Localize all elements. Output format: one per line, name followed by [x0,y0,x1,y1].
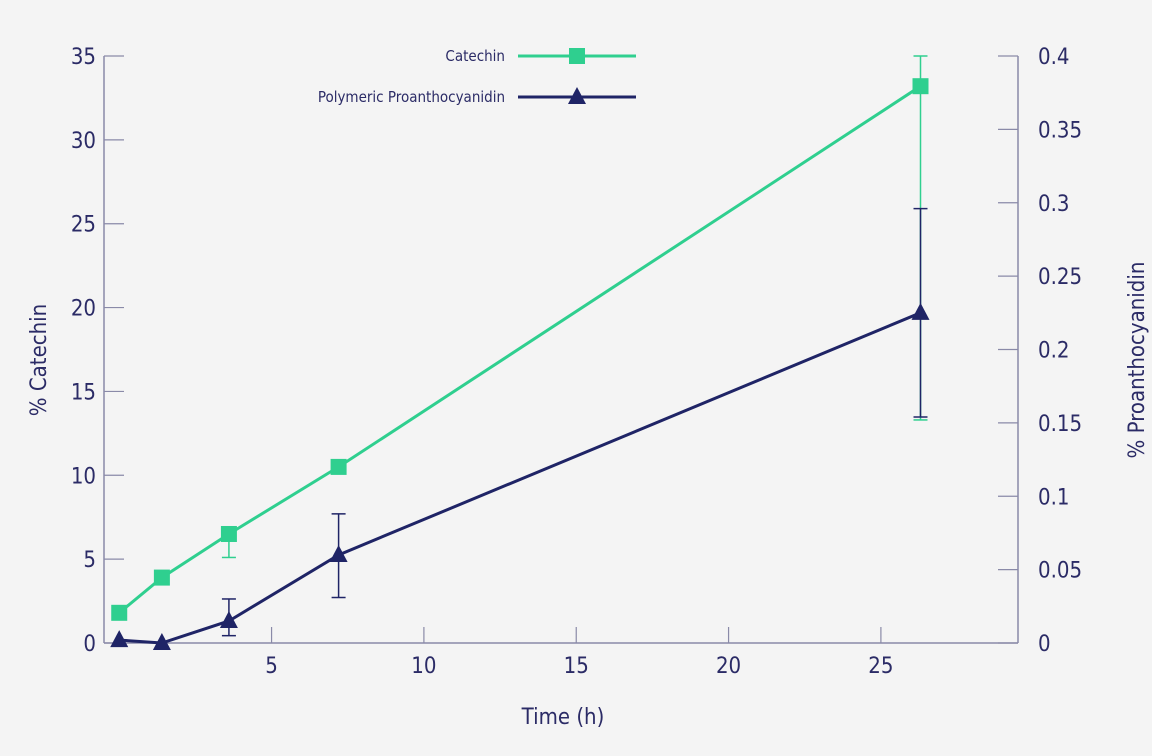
proanthocyanidin-point [152,633,171,650]
x-tick-label: 5 [265,654,278,679]
proanthocyanidin-point [219,610,238,628]
legend-label-catechin: Catechin [445,47,505,65]
catechin-point [153,569,170,586]
y-tick-label-right: 0.15 [1038,412,1082,437]
y-axis-title-right: % Proanthocyanidin [1125,262,1150,459]
proanthocyanidin-line [119,311,922,645]
y-tick-label-right: 0.25 [1038,265,1082,290]
y-tick-label-right: 0.35 [1038,118,1082,143]
catechin-point [111,604,128,621]
catechin-point [220,525,237,542]
proanthocyanidin-point [329,544,348,562]
proanthocyanidin-point [911,302,930,320]
y-tick-label-right: 0 [1038,632,1051,657]
y-tick-label-left: 10 [71,464,96,489]
x-tick-label: 25 [868,654,893,679]
legend: Catechin Polymeric Proanthocyanidin [318,47,636,106]
y-tick-label-right: 0.3 [1038,192,1069,217]
axes [103,56,1019,644]
catechin-point [330,458,347,475]
legend-marker-proanthocyanidin [568,87,586,104]
y-tick-label-right: 0.05 [1038,559,1082,584]
legend-label-proanthocyanidin: Polymeric Proanthocyanidin [318,88,505,106]
y-tick-label-left: 25 [71,213,96,238]
series-lines [118,84,922,645]
x-tick-label: 20 [716,654,741,679]
y-tick-label-left: 30 [71,129,96,154]
legend-marker-catechin [569,48,585,64]
y-tick-label-right: 0.1 [1038,485,1069,510]
y-tick-label-left: 0 [83,632,96,657]
x-tick-label: 10 [411,654,436,679]
ticks: 0 5 10 15 20 25 30 35 0 0.05 0.1 0.15 0.2 0.25 0.3 0.35… [71,45,1082,679]
x-tick-label: 15 [564,654,589,679]
y-tick-label-left: 5 [83,548,96,573]
y-tick-label-right: 0.4 [1038,45,1069,70]
y-tick-label-right: 0.2 [1038,339,1069,364]
y-tick-label-left: 20 [71,297,96,322]
series-markers [110,78,930,650]
y-axis-title-left: % Catechin [27,304,52,416]
x-axis-title: Time (h) [521,705,605,730]
catechin-line [118,84,922,614]
error-bars [221,55,928,637]
catechin-point [912,78,929,95]
y-tick-label-left: 35 [71,45,96,70]
y-tick-label-left: 15 [71,380,96,405]
proanthocyanidin-point [110,630,129,648]
